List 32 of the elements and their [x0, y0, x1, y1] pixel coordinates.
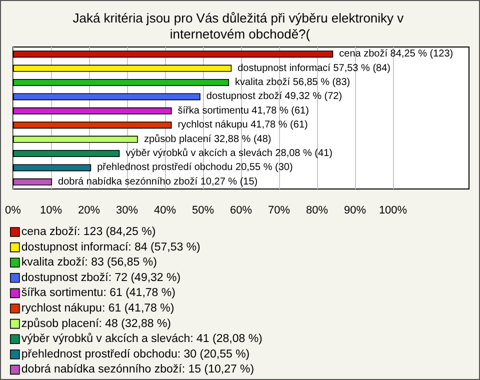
legend-label: šířka sortimentu: 61 (41,78 %): [21, 287, 176, 300]
x-tick-label: 70%: [268, 204, 290, 216]
x-tick-label: 40%: [154, 204, 176, 216]
x-tick-label: 0%: [5, 204, 22, 216]
data-label: rychlost nákupu 41,78 % (61): [178, 120, 308, 131]
legend-label: výběr výrobků v akcích a slevách: 41 (28,08 %): [21, 332, 263, 346]
data-label: dostupnost informací 57,53 % (84): [238, 62, 390, 74]
x-tick-label: 30%: [116, 204, 138, 216]
legend-label: dostupnost zboží: 72 (49,32 %): [21, 272, 181, 284]
legend-label: rychlost nákupu: 61 (41,78 %): [21, 302, 174, 314]
x-tick-label: 100%: [378, 204, 408, 216]
x-tick-label: 90%: [344, 204, 366, 216]
data-label: kvalita zboží 56,85 % (83): [235, 77, 350, 88]
data-label: přehlednost prostředí obchodu 20,55 % (30): [97, 162, 293, 174]
legend-label: dostupnost informací: 84 (57,53 %): [21, 241, 201, 254]
data-label: výběr výrobků v akcích a slevách 28,08 % (41): [126, 147, 332, 159]
legend-label: způsob placení: 48 (32,88 %): [21, 316, 172, 330]
legend-label: přehlednost prostředí obchodu: 30 (20,55 %): [21, 348, 250, 360]
x-tick-label: 10%: [40, 204, 62, 216]
data-label: dobrá nabídka sezónního zboží 10,27 % (15): [58, 176, 258, 188]
legend-label: kvalita zboží: 83 (56,85 %): [21, 256, 158, 269]
chart-title: Jaká kritéria jsou pro Vás důležitá při výběru elektroniky v internetovém obchodě?(: [72, 10, 408, 42]
data-label: cena zboží 84,25 % (123): [339, 48, 454, 60]
x-tick-label: 50%: [192, 204, 214, 216]
data-label: způsob placení 32,88 % (48): [144, 132, 272, 145]
data-label: dostupnost zboží 49,32 % (72): [206, 91, 342, 102]
legend-label: cena zboží: 123 (84,25 %): [21, 226, 156, 238]
x-tick-label: 20%: [78, 204, 100, 216]
data-label: šířka sortimentu 41,78 % (61): [178, 105, 309, 116]
x-tick-label: 60%: [230, 204, 252, 216]
x-tick-label: 80%: [306, 204, 328, 216]
legend-label: dobrá nabídka sezónního zboží: 15 (10,27 %): [21, 364, 254, 376]
